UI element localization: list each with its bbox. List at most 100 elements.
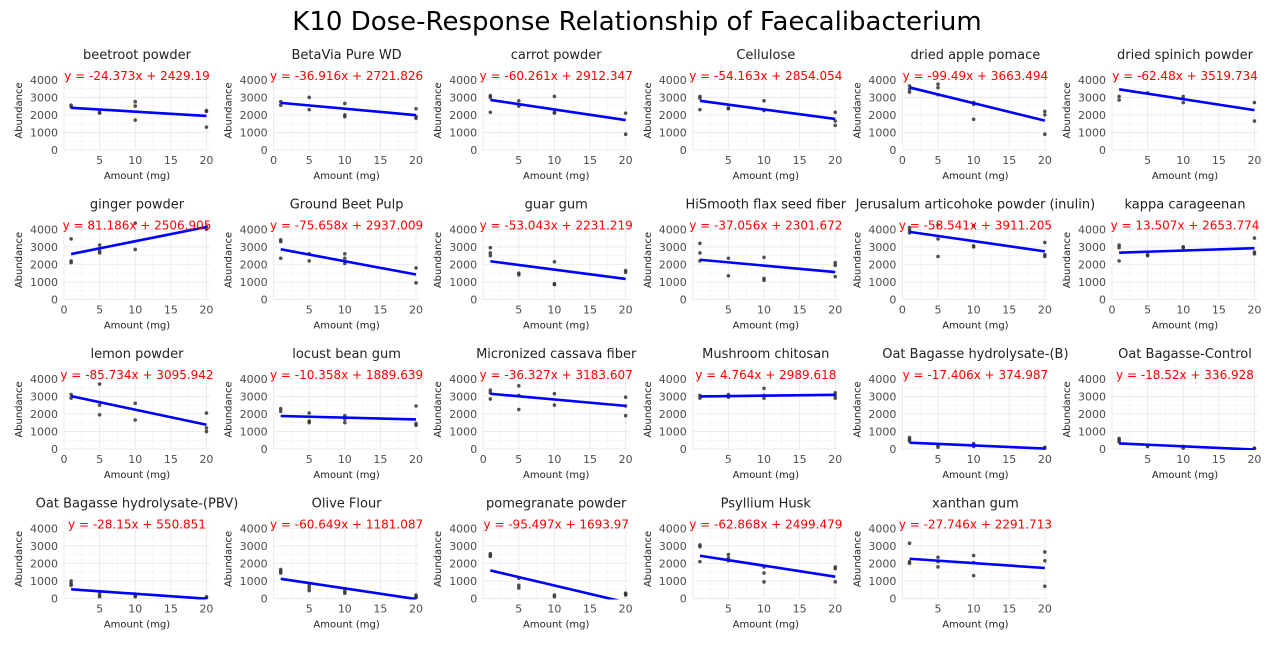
y-tick-label: 4000 (30, 223, 58, 236)
regression-line (70, 394, 207, 427)
data-point (552, 403, 557, 407)
x-tick-label: 20 (409, 603, 423, 616)
data-point (971, 223, 976, 228)
y-tick-label: 3000 (868, 540, 896, 553)
grid (901, 519, 1049, 599)
data-point (698, 96, 702, 101)
panel-oat-bagasse-hydrolysate-b: Oat Bagasse hydrolysate-(B) 0 1000 2000 3000… (852, 347, 1068, 481)
y-tick-label: 2000 (30, 109, 58, 122)
regression-line (699, 554, 836, 578)
x-tick-label: 20 (828, 154, 842, 167)
data-point (517, 586, 521, 590)
regression-equation: y = -27.746x + 2291.713 (899, 518, 1052, 532)
data-point (762, 386, 766, 391)
data-point (133, 221, 138, 225)
data-point (1043, 109, 1047, 114)
x-tick-label: 15 (164, 154, 178, 167)
x-tick-label: 20 (828, 304, 842, 317)
data-point (971, 573, 976, 578)
points (278, 567, 418, 600)
y-tick-label: 4000 (659, 223, 687, 236)
data-point (1043, 584, 1047, 589)
y-axis-label: Abundance (14, 82, 25, 138)
data-point (1117, 98, 1121, 102)
data-point (762, 580, 766, 584)
data-point (97, 594, 102, 599)
regression-equation: y = -75.658x + 2937.009 (270, 219, 423, 233)
data-point (343, 420, 347, 425)
x-tick-label: 10 (128, 453, 142, 466)
y-tick-label: 2000 (449, 109, 477, 122)
x-tick-label: 10 (128, 603, 142, 616)
y-tick-label: 4000 (449, 373, 477, 386)
data-point (204, 429, 209, 434)
data-point (69, 260, 73, 265)
regression-line (1119, 442, 1255, 450)
panel-title: BetaVia Pure WD (291, 48, 401, 63)
x-tick-label: 15 (793, 603, 807, 616)
y-tick-label: 1000 (30, 126, 58, 139)
regression-line (1119, 246, 1255, 254)
data-point (936, 85, 940, 90)
x-tick-label: 5 (96, 603, 103, 616)
y-tick-label: 2000 (659, 557, 687, 570)
x-tick-label: 20 (619, 154, 633, 167)
x-tick-label: 20 (199, 154, 213, 167)
regression-line (699, 258, 836, 274)
x-tick-label: 10 (967, 603, 981, 616)
data-point (623, 111, 628, 115)
x-tick-label: 20 (1247, 154, 1261, 167)
x-tick-label: 20 (1038, 453, 1052, 466)
x-tick-label: 10 (757, 453, 771, 466)
y-tick-label: 2000 (449, 408, 477, 421)
x-axis-label: Amount (mg) (523, 620, 589, 631)
y-tick-label: 4000 (868, 74, 896, 87)
data-point (204, 109, 209, 114)
y-axis-label: Abundance (14, 381, 25, 437)
data-point (623, 413, 628, 418)
panel-title: dried apple pomace (911, 48, 1041, 63)
x-tick-label: 5 (725, 154, 732, 167)
regression-line (71, 588, 207, 600)
y-tick-label: 1000 (449, 126, 477, 139)
y-tick-label: 3000 (240, 241, 268, 254)
x-tick-label: 10 (757, 304, 771, 317)
y-tick-label: 0 (1099, 144, 1106, 157)
grid (1111, 71, 1258, 151)
data-point (1252, 119, 1257, 123)
panel-title: ginger powder (90, 198, 185, 213)
data-point (762, 396, 766, 400)
x-tick-label: 5 (725, 603, 732, 616)
x-tick-label: 20 (1247, 453, 1261, 466)
y-tick-label: 2000 (659, 408, 687, 421)
x-axis-label: Amount (mg) (942, 620, 1008, 631)
y-tick-label: 0 (261, 294, 268, 307)
y-tick-label: 2000 (659, 109, 687, 122)
y-tick-label: 0 (470, 593, 477, 606)
y-tick-label: 4000 (868, 522, 896, 535)
data-point (488, 245, 493, 250)
x-axis-label: Amount (mg) (733, 470, 799, 481)
y-tick-label: 4000 (1078, 74, 1106, 87)
x-axis-label: Amount (mg) (104, 321, 170, 332)
x-tick-label: 15 (793, 453, 807, 466)
y-tick-label: 2000 (30, 408, 58, 421)
y-tick-label: 3000 (30, 241, 58, 254)
data-point (698, 251, 702, 255)
regression-line (280, 414, 417, 421)
grid (63, 519, 210, 599)
data-point (414, 266, 418, 270)
regression-line (1118, 88, 1255, 112)
x-tick-label: 15 (583, 154, 597, 167)
x-axis-label: Amount (mg) (313, 321, 379, 332)
data-point (488, 554, 493, 559)
regression-line (280, 247, 417, 276)
panel-title: Oat Bagasse hydrolysate-(PBV) (36, 497, 239, 512)
y-axis-label: Abundance (643, 232, 654, 288)
points (907, 82, 1047, 136)
data-point (1181, 245, 1186, 250)
y-tick-label: 2000 (1078, 109, 1106, 122)
y-tick-label: 1000 (449, 575, 477, 588)
points (488, 245, 628, 287)
y-tick-label: 1000 (30, 425, 58, 438)
